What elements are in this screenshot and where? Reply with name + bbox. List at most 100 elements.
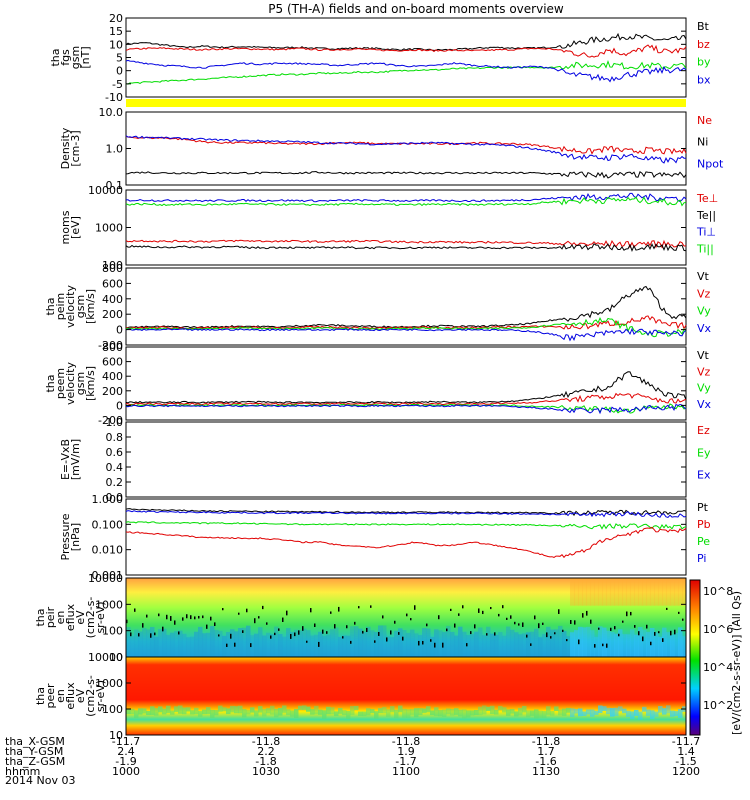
y-tick-label: 1000 — [95, 677, 123, 690]
spectrogram-column — [162, 628, 167, 657]
spectrogram-column — [410, 709, 415, 715]
spectrogram-column — [650, 627, 655, 657]
spectrogram-speckle — [258, 616, 260, 619]
legend-entry: Ey — [697, 446, 711, 459]
y-axis-label: moms — [59, 210, 72, 244]
spectrogram-column — [450, 708, 455, 716]
spectrogram-column — [558, 709, 563, 716]
footer-value: -11.7 — [672, 735, 700, 748]
y-tick-label: 15 — [109, 25, 123, 38]
spectrogram-column — [246, 625, 251, 657]
spectrogram-column — [194, 707, 199, 715]
spectrogram-column — [258, 706, 263, 713]
spectrogram-column — [582, 711, 587, 716]
legend-entry: Vt — [697, 349, 710, 362]
spectrogram-column — [374, 631, 379, 657]
spectrogram-column — [414, 633, 419, 657]
spectrogram-column — [498, 705, 503, 711]
panel-9: 10000 1000 100 10 thapeerenefluxeV(cm2-s-sr-… — [34, 651, 687, 742]
spectrogram-column — [278, 708, 283, 716]
spectrogram-speckle — [390, 630, 392, 635]
spectrogram-column — [146, 629, 151, 657]
spectrogram-column — [270, 705, 275, 715]
y-tick-label: 600 — [102, 277, 123, 290]
series-line-Te|| — [125, 243, 687, 252]
spectrogram-column — [346, 635, 351, 657]
y-axis-label: gsm — [74, 372, 87, 395]
panel-7: 1.000 0.100 0.010 0.001 Pressure[nPa] Pt Pb Pe P… — [59, 493, 711, 582]
spectrogram-speckle — [658, 631, 660, 634]
spectrogram-column — [438, 710, 443, 717]
spectrogram-column — [426, 628, 431, 657]
spectrogram-column — [602, 578, 607, 606]
spectrogram-column — [158, 629, 163, 657]
spectrogram-column — [482, 635, 487, 657]
spectrogram-column — [622, 634, 627, 657]
y-tick-label: 0 — [116, 399, 123, 412]
y-axis-label: eV — [74, 688, 87, 703]
spectrogram-column — [642, 578, 647, 606]
spectrogram-speckle — [502, 605, 504, 609]
legend-entry: Pe — [697, 535, 710, 548]
spectrogram-column — [610, 578, 615, 606]
footer-value: -11.8 — [392, 735, 420, 748]
spectrogram — [126, 657, 686, 735]
y-tick-label: -10 — [105, 91, 123, 104]
spectrogram-speckle — [306, 640, 308, 643]
y-tick-label: 200 — [102, 308, 123, 321]
spectrogram-column — [374, 711, 379, 719]
legend-entry: Pi — [697, 552, 706, 565]
spectrogram-column — [194, 631, 199, 657]
series-line-Vz — [125, 315, 687, 330]
spectrogram-column — [254, 710, 259, 717]
spectrogram-column — [606, 578, 611, 606]
spectrogram-column — [246, 710, 251, 715]
spectrogram-column — [626, 634, 631, 657]
spectrogram-column — [678, 578, 683, 606]
legend-entry: Vy — [697, 305, 711, 318]
spectrogram-column — [402, 630, 407, 657]
spectrogram-column — [430, 636, 435, 657]
y-axis-label: [eV] — [69, 216, 82, 239]
spectrogram-speckle — [362, 630, 364, 634]
spectrogram-column — [134, 710, 139, 719]
series-line-Vt — [125, 285, 687, 329]
spectrogram-column — [518, 634, 523, 657]
y-axis-label: tha — [34, 687, 47, 705]
spectrogram-speckle — [542, 622, 544, 625]
spectrogram-column — [442, 631, 447, 657]
spectrogram-speckle — [570, 620, 572, 624]
spectrogram-speckle — [142, 623, 144, 628]
series-line-Pb — [125, 526, 687, 559]
spectrogram-speckle — [582, 613, 584, 618]
panel-frame — [125, 498, 687, 576]
spectrogram-column — [678, 627, 683, 657]
spectrogram-speckle — [218, 634, 220, 637]
spectrogram-column — [126, 627, 131, 657]
spectrogram-column — [302, 705, 307, 711]
spectrogram-speckle — [222, 608, 224, 611]
spectrogram-column — [450, 631, 455, 657]
spectrogram-column — [638, 627, 643, 657]
y-tick-label: 10000 — [88, 651, 123, 664]
spectrogram-column — [498, 632, 503, 657]
quality-flag-bar — [126, 99, 686, 107]
spectrogram-column — [290, 710, 295, 717]
legend-entry: Vx — [697, 322, 712, 335]
y-axis-label: [nT] — [79, 46, 92, 68]
spectrogram-column — [206, 707, 211, 714]
spectrogram-speckle — [422, 640, 424, 645]
spectrogram-speckle — [322, 629, 324, 634]
spectrogram-column — [554, 706, 559, 712]
spectrogram-speckle — [230, 633, 232, 639]
spectrogram-column — [490, 633, 495, 657]
spectrogram-column — [126, 708, 131, 715]
spectrogram-speckle — [510, 615, 512, 619]
footer-row-label: tha_Y-GSM — [5, 745, 63, 758]
spectrogram-column — [190, 710, 195, 715]
spectrogram-column — [602, 627, 607, 657]
spectrogram-speckle — [638, 631, 640, 636]
spectrogram-speckle — [178, 631, 180, 635]
spectrogram-column — [534, 709, 539, 719]
